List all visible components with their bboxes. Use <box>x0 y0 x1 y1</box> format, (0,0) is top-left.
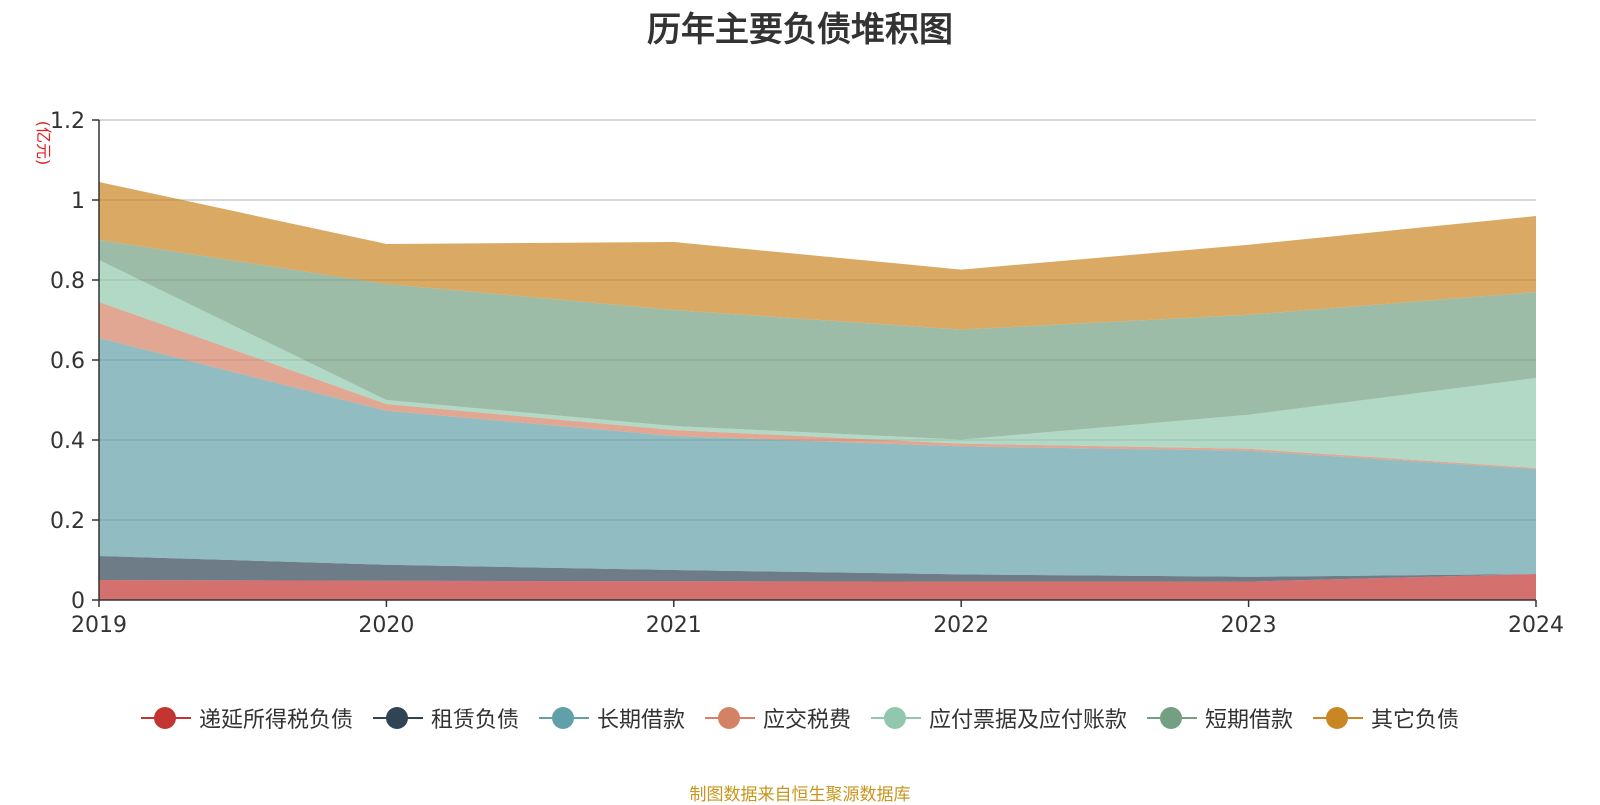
x-tick-label: 2021 <box>646 613 702 638</box>
x-tick-label: 2019 <box>71 613 127 638</box>
y-tick-label: 0.6 <box>50 349 85 374</box>
legend-item-3[interactable]: 应交税费 <box>704 702 851 734</box>
legend-item-1[interactable]: 租赁负债 <box>372 702 519 734</box>
legend-marker-icon <box>1313 705 1364 731</box>
area-series-4[interactable] <box>99 260 1536 468</box>
y-tick-label: 1.2 <box>50 109 85 134</box>
legend-label: 短期借款 <box>1205 708 1294 733</box>
x-tick-label: 2023 <box>1221 613 1277 638</box>
legend: 递延所得税负债 租赁负债 长期借款 应交税费 应付票据及应付账款 短期借款 其它负债 <box>0 702 1600 734</box>
legend-item-4[interactable]: 应付票据及应付账款 <box>871 702 1127 734</box>
legend-marker-icon <box>372 705 423 731</box>
source-note: 制图数据来自恒生聚源数据库 <box>689 785 911 805</box>
y-tick-label: 1 <box>71 189 85 214</box>
axes: 0 0.2 0.4 0.6 0.8 1 1.2 2019 2020 2021 2022 2023 202… <box>50 109 1564 638</box>
legend-marker-icon <box>140 705 191 731</box>
legend-label: 应交税费 <box>762 708 851 733</box>
legend-label: 递延所得税负债 <box>198 708 353 733</box>
area-series <box>99 182 1536 600</box>
area-series-0[interactable] <box>99 574 1536 600</box>
legend-label: 应付票据及应付账款 <box>929 708 1128 733</box>
legend-item-2[interactable]: 长期借款 <box>538 702 685 734</box>
y-tick-label: 0.8 <box>50 269 85 294</box>
legend-marker-icon <box>1147 705 1198 731</box>
area-series-2[interactable] <box>99 338 1536 577</box>
x-tick-label: 2022 <box>933 613 989 638</box>
y-tick-label: 0.4 <box>50 429 85 454</box>
legend-item-6[interactable]: 其它负债 <box>1313 702 1459 734</box>
y-axis-unit-label: (亿元) <box>34 121 53 166</box>
y-tick-label: 0.2 <box>50 509 85 534</box>
x-tick-label: 2020 <box>358 613 414 638</box>
x-tick-label: 2024 <box>1508 613 1564 638</box>
legend-item-0[interactable]: 递延所得税负债 <box>140 702 353 734</box>
legend-marker-icon <box>704 705 755 731</box>
legend-marker-icon <box>538 705 589 731</box>
area-series-6[interactable] <box>99 182 1536 330</box>
area-series-5[interactable] <box>99 240 1536 440</box>
y-tick-label: 0 <box>71 589 85 614</box>
chart-title: 历年主要负债堆积图 <box>647 10 953 50</box>
legend-marker-icon <box>871 705 921 731</box>
legend-label: 租赁负债 <box>430 708 519 733</box>
legend-label: 其它负债 <box>1371 708 1460 733</box>
legend-label: 长期借款 <box>596 708 685 733</box>
legend-item-5[interactable]: 短期借款 <box>1147 702 1293 734</box>
area-series-1[interactable] <box>99 556 1536 582</box>
